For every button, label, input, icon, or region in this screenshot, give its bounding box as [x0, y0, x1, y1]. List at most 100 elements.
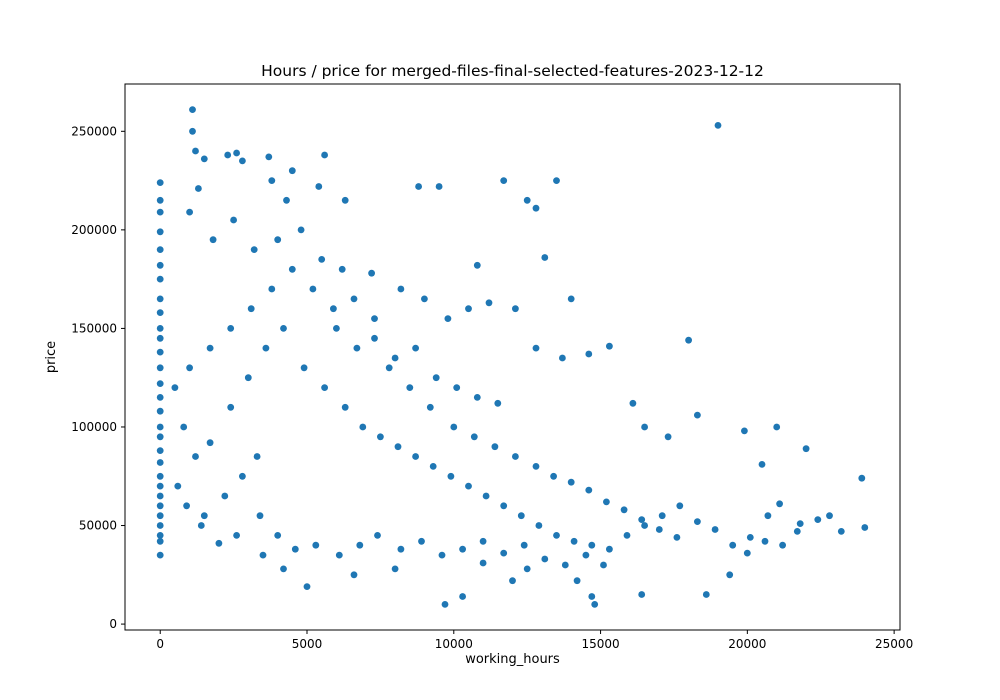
data-point — [796, 520, 804, 527]
data-point — [303, 583, 311, 590]
data-point — [553, 177, 560, 185]
data-point — [156, 246, 164, 254]
data-point — [397, 285, 405, 293]
data-point — [726, 571, 734, 579]
data-point — [415, 183, 422, 190]
data-point — [230, 216, 238, 224]
data-point — [156, 492, 164, 500]
data-point — [714, 122, 722, 129]
data-point — [259, 551, 267, 559]
data-point — [156, 196, 164, 204]
data-point — [309, 285, 317, 293]
data-point — [444, 315, 452, 322]
data-point — [638, 516, 646, 523]
data-point — [227, 325, 235, 332]
data-point — [156, 208, 164, 216]
data-point — [685, 336, 692, 344]
data-point — [356, 541, 364, 549]
data-point — [156, 325, 164, 332]
data-point — [156, 433, 164, 441]
data-point — [183, 502, 191, 510]
data-point — [603, 498, 610, 506]
data-point — [655, 526, 663, 533]
data-point — [641, 522, 648, 529]
data-point — [156, 407, 164, 415]
data-point — [435, 183, 443, 190]
data-point — [350, 571, 358, 579]
data-point — [500, 549, 508, 557]
data-point — [215, 539, 223, 547]
data-point — [156, 179, 164, 187]
data-point — [247, 305, 255, 313]
data-point — [532, 344, 540, 352]
data-point — [156, 275, 164, 283]
data-point — [473, 261, 481, 269]
data-point — [274, 236, 282, 244]
data-point — [561, 561, 569, 569]
data-point — [280, 565, 287, 573]
data-point — [491, 443, 499, 451]
data-point — [570, 537, 578, 545]
data-point — [559, 354, 566, 362]
data-point — [465, 482, 472, 490]
data-point — [350, 295, 358, 303]
data-point — [535, 522, 543, 529]
data-point — [412, 344, 419, 352]
data-point — [412, 453, 419, 460]
data-point — [588, 541, 596, 549]
data-point — [268, 177, 276, 185]
data-point — [250, 246, 258, 254]
data-point — [826, 512, 833, 520]
data-point — [764, 512, 772, 520]
data-point — [341, 196, 349, 204]
data-point — [156, 334, 164, 342]
data-point — [371, 315, 378, 322]
data-point — [814, 516, 822, 523]
data-point — [189, 106, 196, 113]
data-point — [776, 500, 783, 508]
data-point — [156, 394, 164, 401]
y-tick-label: 100000 — [71, 420, 117, 434]
data-point — [773, 423, 781, 431]
data-point — [156, 537, 164, 545]
data-point — [591, 601, 599, 608]
data-point — [338, 265, 346, 273]
data-point — [553, 532, 560, 539]
y-axis-label: price — [44, 341, 59, 373]
data-point — [156, 472, 164, 480]
x-tick-label: 20000 — [728, 637, 766, 651]
data-point — [156, 532, 164, 539]
data-point — [333, 325, 340, 332]
data-point — [600, 561, 607, 569]
data-point — [406, 384, 414, 391]
data-point — [192, 147, 199, 155]
data-point — [465, 305, 472, 313]
data-point — [694, 518, 701, 525]
data-point — [470, 433, 478, 441]
x-axis-label: working_hours — [465, 652, 560, 667]
data-point — [156, 228, 164, 236]
chart-title: Hours / price for merged-files-final-sel… — [261, 62, 764, 80]
data-point — [606, 342, 613, 350]
data-point — [459, 593, 466, 600]
data-point — [197, 522, 205, 529]
data-point — [244, 374, 252, 382]
data-point — [283, 196, 290, 204]
data-point — [174, 482, 182, 490]
data-point — [312, 541, 320, 549]
data-point — [623, 532, 631, 539]
data-point — [374, 532, 381, 539]
data-point — [479, 537, 487, 545]
plot-frame — [124, 83, 901, 631]
data-point — [359, 423, 367, 431]
data-point — [156, 522, 164, 529]
data-point — [641, 423, 648, 431]
data-point — [638, 591, 646, 598]
data-point — [711, 526, 719, 533]
data-point — [186, 208, 194, 216]
y-tick-label: 50000 — [79, 519, 117, 533]
data-point — [793, 528, 801, 535]
data-point — [391, 354, 399, 362]
